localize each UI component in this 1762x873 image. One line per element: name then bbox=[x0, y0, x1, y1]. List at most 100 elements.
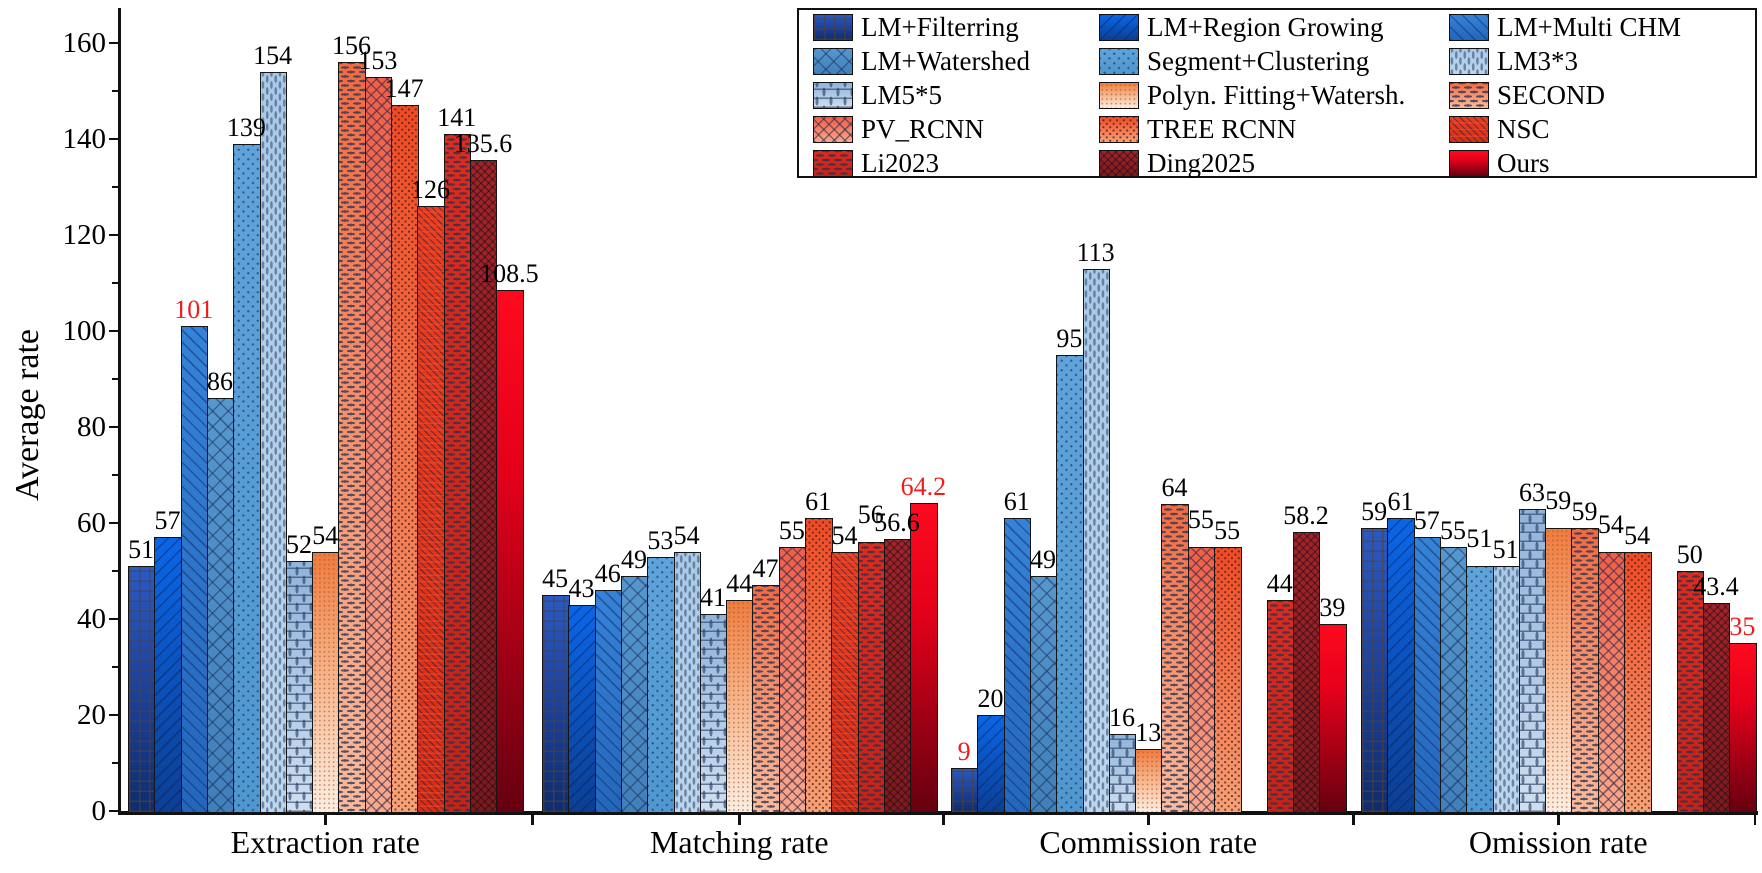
bar-value-label: 126 bbox=[410, 175, 450, 205]
bar bbox=[1187, 547, 1216, 813]
bar bbox=[1676, 571, 1705, 813]
bar bbox=[233, 143, 261, 813]
x-tick bbox=[942, 815, 946, 825]
bar-value-label: 61 bbox=[1387, 487, 1414, 517]
legend-label: SECOND bbox=[1497, 80, 1606, 110]
y-tick-label: 160 bbox=[62, 27, 107, 59]
bar bbox=[1029, 575, 1058, 813]
bar-value-label: 9 bbox=[957, 736, 971, 766]
x-category-label: Matching rate bbox=[649, 824, 829, 860]
bar-value-label: 156 bbox=[332, 31, 372, 61]
y-axis-line bbox=[118, 8, 121, 815]
bar bbox=[1492, 566, 1520, 813]
bar bbox=[1729, 643, 1757, 813]
bar bbox=[1545, 527, 1573, 813]
bar-value-label: 56.6 bbox=[874, 508, 920, 538]
bar-value-label: 154 bbox=[253, 40, 293, 70]
bar bbox=[673, 551, 701, 813]
y-minor-tick bbox=[112, 89, 118, 93]
bar-value-label: 43 bbox=[568, 573, 595, 603]
legend-swatch-5 bbox=[1449, 47, 1489, 75]
legend-swatch-2 bbox=[1449, 13, 1489, 41]
bar-value-label: 52 bbox=[285, 530, 312, 560]
y-tick-label: 20 bbox=[77, 699, 106, 731]
y-minor-tick bbox=[112, 761, 118, 765]
legend-label: LM+Region Growing bbox=[1147, 12, 1384, 42]
y-tick-label: 100 bbox=[62, 315, 107, 347]
y-minor-tick bbox=[112, 185, 118, 189]
bar-value-label: 43.4 bbox=[1693, 571, 1739, 601]
bar-value-label: 64.2 bbox=[900, 471, 947, 501]
bar-value-label: 61 bbox=[805, 487, 832, 517]
x-tick bbox=[1753, 815, 1757, 825]
bar bbox=[910, 502, 938, 813]
legend-swatch-10 bbox=[1099, 115, 1139, 143]
x-category-label: Commission rate bbox=[1039, 824, 1258, 860]
legend-swatch-9 bbox=[813, 115, 853, 143]
bar-value-label: 35 bbox=[1729, 612, 1756, 641]
bar-value-label: 113 bbox=[1076, 237, 1115, 267]
bar bbox=[1439, 547, 1468, 813]
x-tick bbox=[1351, 815, 1355, 825]
y-minor-tick bbox=[112, 569, 118, 573]
bar-value-label: 13 bbox=[1135, 717, 1162, 747]
legend-swatch-12 bbox=[813, 149, 853, 177]
bar-value-label: 41 bbox=[699, 583, 726, 613]
y-tick-label: 120 bbox=[62, 219, 107, 251]
legend-label: LM3*3 bbox=[1497, 46, 1578, 76]
bar bbox=[805, 518, 833, 813]
bar-value-label: 95 bbox=[1056, 324, 1083, 353]
bar-value-label: 55 bbox=[1440, 516, 1467, 545]
y-tick-label: 80 bbox=[77, 411, 106, 443]
bar-value-label: 49 bbox=[1030, 544, 1057, 574]
bar bbox=[206, 398, 235, 813]
x-tick bbox=[1146, 815, 1150, 825]
legend-label: Ours bbox=[1497, 148, 1550, 178]
y-tick-label: 40 bbox=[77, 603, 106, 635]
bar bbox=[1056, 355, 1084, 813]
legend-label: NSC bbox=[1497, 114, 1550, 144]
bar-value-label: 101 bbox=[174, 295, 214, 325]
bar-value-label: 51 bbox=[1466, 524, 1493, 554]
bar-value-label: 55 bbox=[778, 516, 805, 545]
bar-value-label: 50 bbox=[1676, 540, 1703, 569]
y-major-tick bbox=[109, 713, 118, 717]
legend-swatch-4 bbox=[1099, 47, 1139, 75]
bar-value-label: 147 bbox=[384, 74, 424, 104]
bar-value-label: 54 bbox=[831, 520, 858, 550]
bar bbox=[1413, 537, 1442, 813]
bar-value-label: 59 bbox=[1545, 485, 1572, 515]
legend-label: Li2023 bbox=[861, 148, 939, 178]
bar bbox=[977, 715, 1005, 813]
bar-value-label: 20 bbox=[977, 684, 1004, 713]
y-major-tick bbox=[109, 41, 118, 45]
bar bbox=[1466, 566, 1494, 813]
legend-label: Polyn. Fitting+Watersh. bbox=[1147, 80, 1406, 110]
bar bbox=[857, 542, 886, 813]
legend-swatch-11 bbox=[1449, 115, 1489, 143]
bar bbox=[496, 290, 524, 813]
bar-value-label: 47 bbox=[752, 554, 779, 584]
bar bbox=[128, 566, 156, 813]
bar bbox=[1108, 734, 1137, 813]
bar-value-label: 59 bbox=[1361, 496, 1388, 526]
bar bbox=[699, 614, 728, 813]
bar bbox=[1702, 602, 1731, 813]
y-major-tick bbox=[109, 233, 118, 237]
bar-value-label: 51 bbox=[1492, 535, 1519, 565]
bar-value-label: 16 bbox=[1108, 703, 1135, 733]
x-tick bbox=[1556, 815, 1560, 825]
bar bbox=[1135, 748, 1163, 813]
bar-value-label: 108.5 bbox=[480, 259, 539, 289]
bar-value-label: 63 bbox=[1518, 477, 1545, 507]
bar-value-label: 54 bbox=[312, 520, 339, 550]
legend-label: LM5*5 bbox=[861, 80, 942, 110]
bar-value-label: 39 bbox=[1319, 592, 1346, 622]
legend-label: LM+Filterring bbox=[861, 12, 1019, 42]
bar bbox=[752, 585, 780, 813]
bar bbox=[469, 160, 498, 813]
bar bbox=[285, 561, 314, 813]
bar-value-label: 44 bbox=[1266, 568, 1293, 598]
bar bbox=[1361, 527, 1389, 813]
bar bbox=[180, 326, 209, 813]
